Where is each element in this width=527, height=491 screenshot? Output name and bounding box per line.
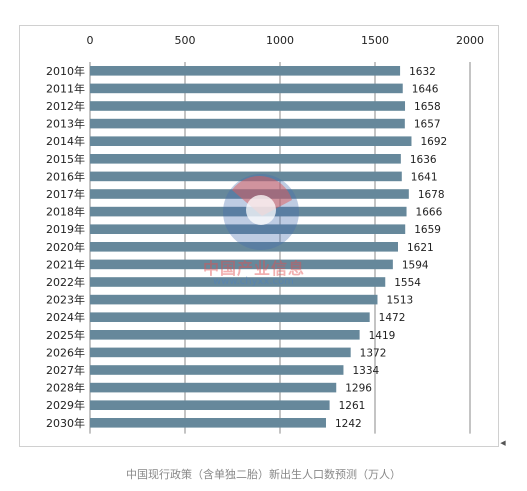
- data-label: 1261: [339, 400, 366, 412]
- y-category-label: 2028年: [46, 381, 85, 395]
- y-category-label: 2021年: [46, 257, 85, 271]
- bar: [90, 101, 406, 111]
- data-label: 1646: [412, 83, 439, 95]
- y-category-label: 2010年: [46, 64, 85, 78]
- data-label: 1242: [335, 418, 362, 430]
- chart-caption: 中国现行政策（含单独二胎）新出生人口数预测（万人）: [126, 468, 401, 481]
- bar: [90, 154, 401, 164]
- data-label: 1657: [414, 119, 441, 131]
- data-label: 1692: [420, 136, 447, 148]
- data-label: 1632: [409, 66, 436, 78]
- bar: [90, 136, 412, 146]
- bar: [90, 277, 386, 287]
- y-category-label: 2025年: [46, 328, 85, 342]
- bar: [90, 382, 337, 393]
- bar: [90, 83, 403, 94]
- y-category-label: 2019年: [46, 222, 85, 236]
- y-category-label: 2024年: [46, 310, 85, 324]
- bar: [90, 312, 370, 322]
- data-label: 1636: [410, 154, 437, 166]
- data-label: 1554: [394, 277, 421, 289]
- data-label: 1658: [414, 101, 441, 113]
- scroll-left-icon[interactable]: ◀: [500, 439, 506, 447]
- bar: [90, 118, 405, 129]
- data-label: 1372: [360, 347, 387, 359]
- bar: [90, 189, 409, 199]
- bar: [90, 242, 398, 252]
- bar: [90, 347, 351, 358]
- y-category-label: 2011年: [46, 81, 85, 95]
- chart-frame: 0 500 1000 1500 2000 2010年 1632 2011年 1646 2012年 1…: [19, 25, 499, 447]
- y-category-label: 2013年: [46, 117, 85, 131]
- bar-chart: 0 500 1000 1500 2000 2010年 1632 2011年 1646 2012年 1…: [46, 34, 484, 434]
- data-label: 1296: [345, 383, 372, 395]
- bar: [90, 365, 344, 375]
- x-tick-label: 2000: [456, 34, 484, 47]
- y-category-label: 2030年: [46, 416, 85, 430]
- x-tick-label: 0: [87, 34, 94, 47]
- y-category-label: 2016年: [46, 169, 85, 183]
- y-category-label: 2023年: [46, 293, 85, 307]
- y-category-label: 2017年: [46, 187, 85, 201]
- y-category-label: 2015年: [46, 152, 85, 166]
- data-label: 1621: [407, 242, 434, 254]
- bar: [90, 400, 330, 410]
- bar: [90, 206, 407, 217]
- data-label: 1334: [352, 365, 379, 377]
- data-label: 1594: [402, 259, 429, 271]
- data-label: 1513: [386, 295, 413, 307]
- y-category-label: 2027年: [46, 363, 85, 377]
- y-category-label: 2026年: [46, 345, 85, 359]
- data-label: 1641: [411, 171, 438, 183]
- bar: [90, 224, 406, 234]
- y-category-label: 2014年: [46, 134, 85, 148]
- bar: [90, 418, 326, 428]
- data-label: 1472: [379, 312, 406, 324]
- x-tick-label: 500: [175, 34, 196, 47]
- y-category-label: 2022年: [46, 275, 85, 289]
- bar: [90, 66, 401, 76]
- y-category-label: 2029年: [46, 398, 85, 412]
- x-tick-label: 1500: [361, 34, 389, 47]
- data-label: 1678: [418, 189, 445, 201]
- y-category-label: 2012年: [46, 99, 85, 113]
- data-label: 1666: [416, 207, 443, 219]
- y-category-label: 2018年: [46, 205, 85, 219]
- bar: [90, 294, 378, 305]
- bar: [90, 171, 402, 182]
- y-category-label: 2020年: [46, 240, 85, 254]
- data-label: 1419: [369, 330, 396, 342]
- bar: [90, 259, 393, 270]
- bar: [90, 330, 360, 340]
- x-tick-label: 1000: [266, 34, 294, 47]
- data-label: 1659: [414, 224, 441, 236]
